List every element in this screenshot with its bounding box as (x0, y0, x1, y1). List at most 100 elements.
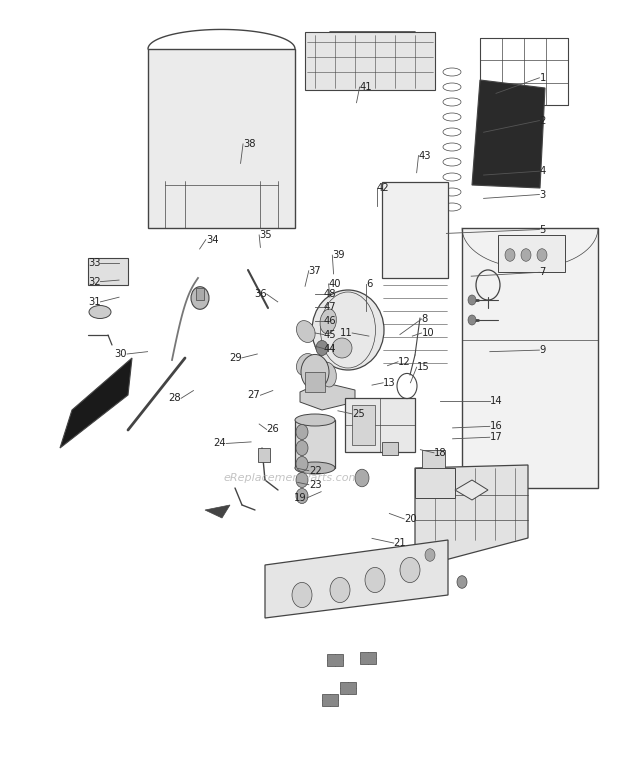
Text: 39: 39 (332, 251, 345, 260)
Circle shape (296, 425, 308, 440)
Text: 7: 7 (539, 268, 546, 277)
Polygon shape (148, 49, 295, 228)
Circle shape (505, 249, 515, 261)
Text: 8: 8 (422, 314, 428, 324)
Text: 47: 47 (324, 303, 336, 312)
Text: 35: 35 (259, 230, 272, 240)
Text: 31: 31 (88, 297, 100, 307)
Polygon shape (462, 228, 598, 488)
Text: 45: 45 (324, 330, 336, 339)
Text: 23: 23 (309, 480, 321, 489)
Polygon shape (472, 80, 545, 188)
Text: 44: 44 (324, 344, 336, 353)
Bar (258, 448, 270, 462)
Text: 28: 28 (169, 394, 181, 403)
Polygon shape (60, 358, 132, 448)
Circle shape (365, 567, 385, 593)
Bar (352, 405, 375, 445)
Bar (498, 235, 565, 272)
Circle shape (355, 469, 369, 487)
Bar (305, 32, 435, 90)
Circle shape (537, 249, 547, 261)
Bar (480, 38, 568, 105)
Polygon shape (322, 694, 338, 706)
Text: 16: 16 (490, 422, 503, 431)
Circle shape (425, 548, 435, 561)
Polygon shape (327, 654, 343, 666)
Text: 22: 22 (309, 466, 322, 475)
Text: 21: 21 (394, 538, 407, 548)
Bar (295, 420, 335, 468)
Text: 30: 30 (115, 349, 127, 359)
Circle shape (316, 341, 328, 356)
Text: 12: 12 (398, 357, 411, 366)
Circle shape (296, 457, 308, 471)
Ellipse shape (312, 290, 384, 370)
Text: 10: 10 (422, 328, 434, 338)
Text: 19: 19 (294, 493, 307, 503)
Text: 9: 9 (539, 345, 546, 355)
Ellipse shape (295, 462, 335, 474)
Circle shape (400, 558, 420, 583)
Text: 43: 43 (418, 151, 431, 160)
Text: 18: 18 (434, 448, 446, 457)
Text: 17: 17 (490, 433, 503, 442)
Ellipse shape (295, 414, 335, 426)
Bar (305, 372, 325, 392)
Circle shape (468, 315, 476, 325)
Text: 46: 46 (324, 316, 336, 325)
Ellipse shape (320, 363, 337, 387)
Polygon shape (455, 480, 488, 500)
Circle shape (296, 472, 308, 488)
Text: 6: 6 (366, 279, 372, 289)
Text: 37: 37 (309, 266, 321, 275)
Polygon shape (265, 540, 448, 618)
Circle shape (457, 576, 467, 588)
Text: 33: 33 (88, 258, 100, 268)
Polygon shape (360, 652, 376, 664)
Circle shape (296, 440, 308, 456)
Bar (88, 258, 128, 285)
Text: 40: 40 (329, 279, 341, 289)
Circle shape (468, 295, 476, 305)
Ellipse shape (296, 353, 315, 376)
Text: 38: 38 (243, 139, 255, 149)
Ellipse shape (332, 338, 352, 358)
Text: 5: 5 (539, 225, 546, 234)
Circle shape (292, 583, 312, 608)
Polygon shape (340, 682, 356, 694)
Ellipse shape (296, 321, 315, 342)
Text: 14: 14 (490, 396, 502, 405)
Polygon shape (205, 505, 230, 518)
Bar (382, 182, 448, 278)
Text: 15: 15 (417, 363, 430, 372)
Text: 48: 48 (324, 289, 336, 299)
Text: 36: 36 (254, 289, 267, 299)
Text: 29: 29 (229, 353, 242, 363)
Text: 24: 24 (214, 439, 226, 448)
Text: 41: 41 (360, 82, 372, 92)
Bar (345, 398, 415, 452)
Circle shape (191, 287, 209, 310)
Text: 4: 4 (539, 166, 546, 176)
Bar (422, 450, 445, 468)
Ellipse shape (89, 306, 111, 318)
Text: 3: 3 (539, 190, 546, 199)
Text: 34: 34 (206, 235, 218, 244)
Text: eReplacementParts.com: eReplacementParts.com (223, 474, 360, 483)
Bar (415, 468, 455, 498)
Polygon shape (300, 382, 355, 410)
Text: 13: 13 (383, 378, 396, 387)
Circle shape (521, 249, 531, 261)
Circle shape (301, 355, 329, 390)
Text: 42: 42 (377, 184, 389, 193)
Polygon shape (415, 465, 528, 568)
Text: 11: 11 (339, 328, 352, 338)
Text: 1: 1 (539, 73, 546, 82)
Text: 2: 2 (539, 116, 546, 125)
Circle shape (330, 577, 350, 602)
Text: 27: 27 (247, 391, 260, 400)
Text: 25: 25 (352, 409, 365, 419)
Text: 26: 26 (267, 425, 280, 434)
Text: 32: 32 (88, 277, 100, 286)
